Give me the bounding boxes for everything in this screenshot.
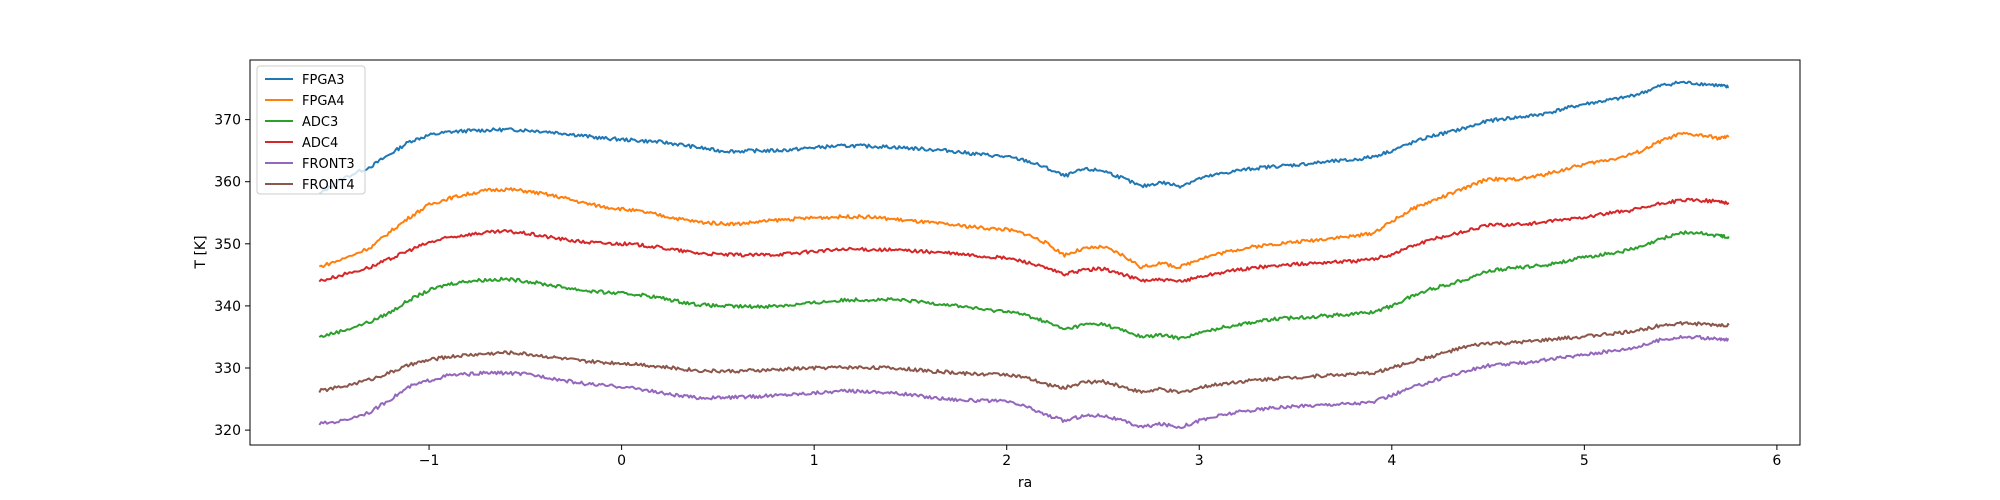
y-tick-label: 340 <box>214 299 241 315</box>
legend-label: FRONT3 <box>302 157 355 172</box>
x-tick-label: 1 <box>810 453 819 469</box>
x-axis-label: ra <box>1018 475 1032 491</box>
y-tick-label: 320 <box>214 423 241 439</box>
y-tick-label: 350 <box>214 237 241 253</box>
y-axis: 320 330 340 350 360 370 <box>214 113 250 439</box>
series-line-front4 <box>318 321 1730 395</box>
series-layer <box>318 80 1730 429</box>
legend: FPGA3 FPGA4 ADC3 ADC4 FRONT3 FRONT4 <box>256 65 366 195</box>
series-line-adc4 <box>318 197 1730 283</box>
legend-label: FPGA3 <box>302 73 345 88</box>
x-tick-label: −1 <box>419 453 440 469</box>
series-line-fpga4 <box>318 131 1730 270</box>
plot-frame <box>249 59 1801 446</box>
x-tick-label: 0 <box>617 453 626 469</box>
y-tick-label: 370 <box>214 113 241 129</box>
x-tick-label: 5 <box>1580 453 1589 469</box>
y-tick-label: 360 <box>214 175 241 191</box>
y-tick-label: 330 <box>214 361 241 377</box>
y-axis-label: T [K] <box>193 235 209 269</box>
x-tick-label: 6 <box>1772 453 1781 469</box>
x-axis: −1 0 1 2 3 4 5 6 <box>419 445 1781 469</box>
legend-label: FPGA4 <box>302 94 345 109</box>
series-line-front3 <box>318 334 1730 429</box>
series-line-adc3 <box>318 230 1730 341</box>
x-tick-label: 3 <box>1195 453 1204 469</box>
x-tick-label: 2 <box>1002 453 1011 469</box>
legend-label: ADC3 <box>302 115 338 130</box>
x-tick-label: 4 <box>1387 453 1396 469</box>
series-line-fpga3 <box>318 80 1729 195</box>
legend-label: FRONT4 <box>302 178 355 193</box>
legend-label: ADC4 <box>302 136 338 151</box>
